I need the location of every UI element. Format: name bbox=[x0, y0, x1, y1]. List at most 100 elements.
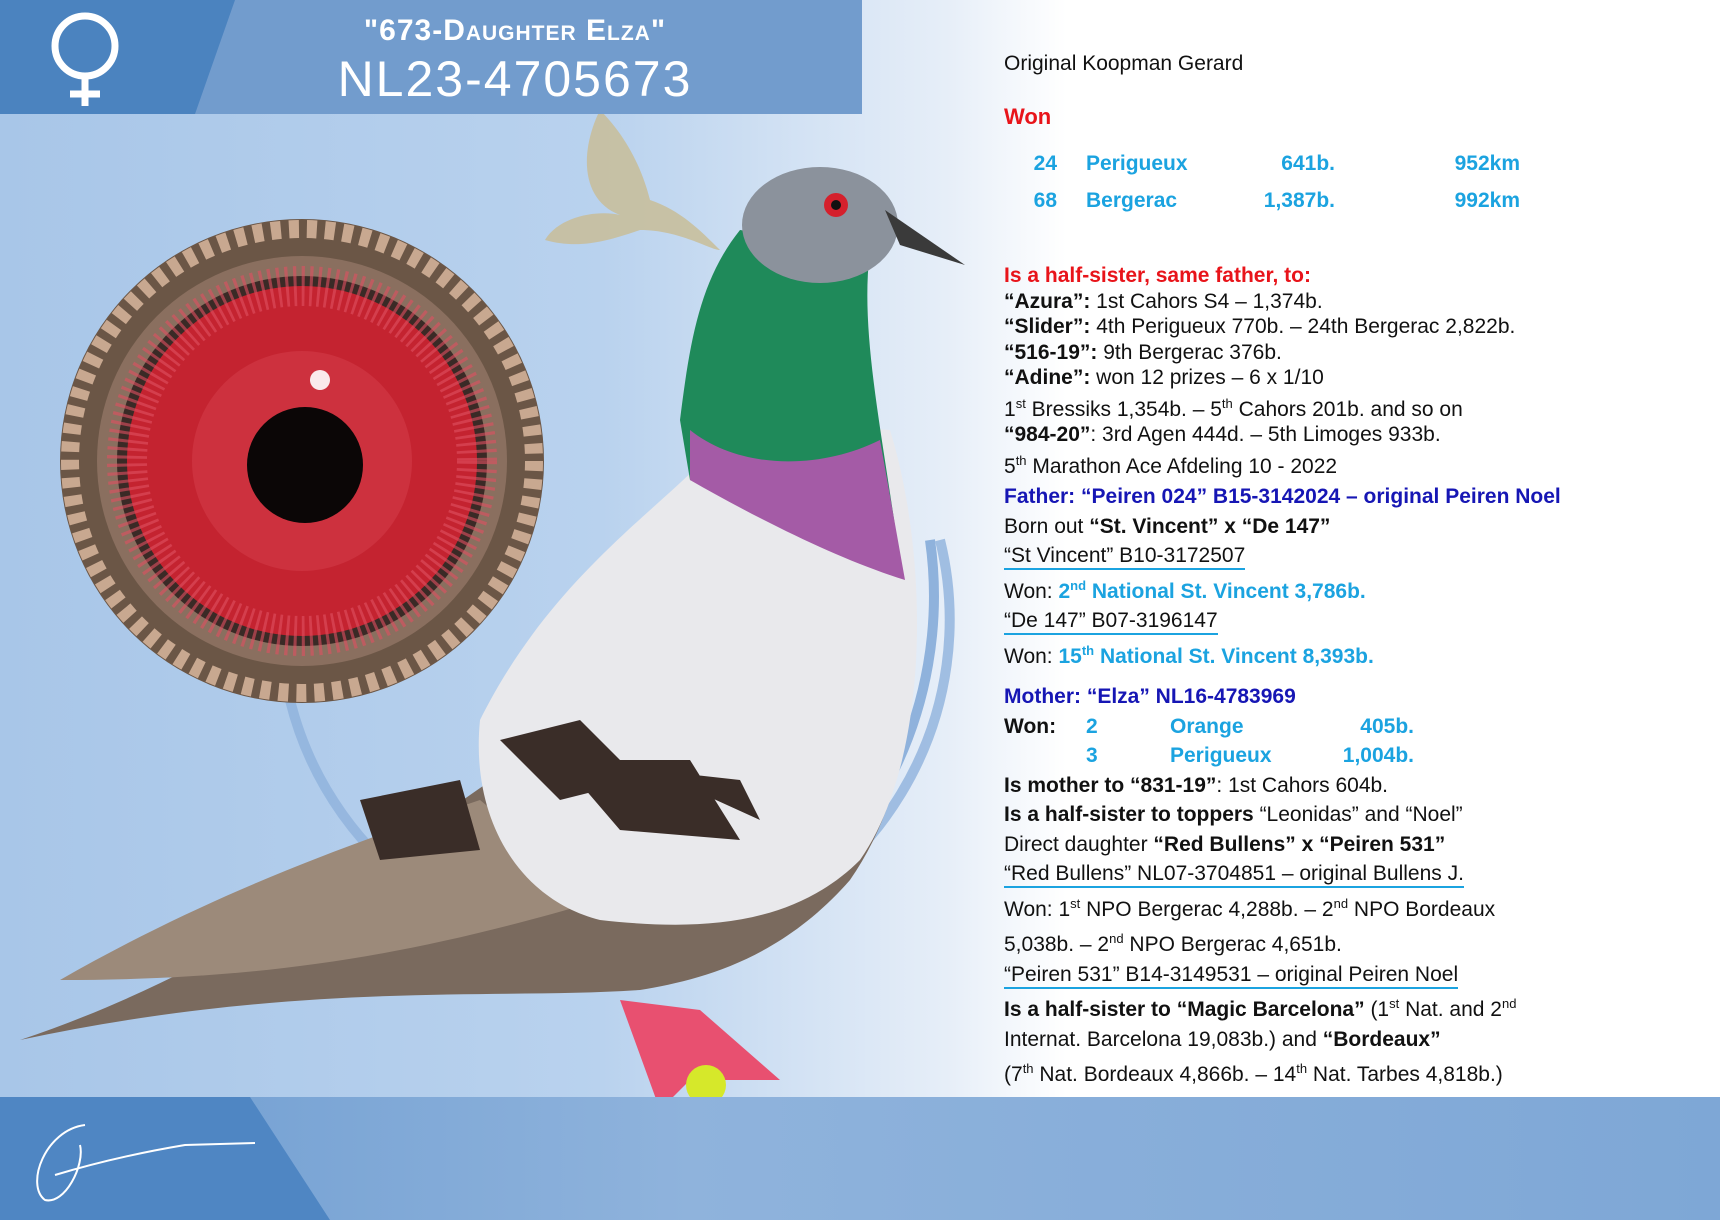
text-line: Won: 2nd National St. Vincent 3,786b. bbox=[1004, 571, 1561, 607]
text-segment: nd bbox=[1109, 931, 1124, 946]
text-segment: “Leonidas” and “Noel” bbox=[1253, 803, 1463, 826]
text-line: 5,038b. – 2nd NPO Bergerac 4,651b. bbox=[1004, 924, 1516, 960]
text-segment: National St. Vincent 3,786b. bbox=[1086, 579, 1366, 603]
won-rank: 24 bbox=[1033, 152, 1057, 175]
text-segment: NPO Bergerac 4,288b. – 2 bbox=[1080, 897, 1334, 921]
text-line: “Peiren 531” B14-3149531 – original Peir… bbox=[1004, 960, 1516, 990]
text-segment: Born out bbox=[1004, 514, 1090, 538]
text-line: “984-20”: 3rd Agen 444d. – 5th Limoges 9… bbox=[1004, 422, 1515, 448]
won-distance: 952km bbox=[1454, 152, 1520, 175]
mother-won-birds: 405b. bbox=[1360, 714, 1414, 738]
text-segment: NPO Bergerac 4,651b. bbox=[1123, 933, 1342, 956]
text-segment: st bbox=[1389, 996, 1400, 1011]
text-segment: nd bbox=[1333, 895, 1349, 911]
text-segment: “St. Vincent” x “De 147” bbox=[1089, 514, 1331, 538]
text-line: Is a half-sister to toppers “Leonidas” a… bbox=[1004, 800, 1516, 830]
text-line: 1st Bressiks 1,354b. – 5th Cahors 201b. … bbox=[1004, 391, 1515, 423]
text-segment: “Red Bullens” x “Peiren 531” bbox=[1153, 832, 1446, 856]
won-place: Bergerac bbox=[1086, 189, 1178, 212]
text-segment: 1st Cahors S4 – 1,374b. bbox=[1090, 289, 1323, 313]
mother-won-place: Orange bbox=[1170, 714, 1244, 738]
text-segment: Is a half-sister to “Magic Barcelona” bbox=[1004, 998, 1365, 1021]
female-symbol-icon bbox=[51, 12, 119, 106]
text-segment: Is a half-sister to toppers bbox=[1004, 803, 1254, 826]
text-line: “Red Bullens” NL07-3704851 – original Bu… bbox=[1004, 859, 1516, 889]
text-segment: Cahors 201b. and so on bbox=[1232, 397, 1463, 421]
won-birds: 641b. bbox=[1281, 152, 1335, 175]
text-segment: Direct daughter bbox=[1004, 832, 1154, 856]
won-distance: 992km bbox=[1454, 189, 1520, 212]
text-segment: Won: bbox=[1004, 579, 1059, 603]
text-segment: Won: bbox=[1004, 644, 1059, 668]
text-segment: th bbox=[1081, 642, 1095, 658]
text-line: Father: “Peiren 024” B15-3142024 – origi… bbox=[1004, 482, 1561, 512]
text-segment: Won: 1 bbox=[1004, 897, 1071, 921]
text-segment: “Azura”: bbox=[1004, 289, 1091, 313]
text-segment: 15 bbox=[1058, 644, 1082, 668]
text-segment: st bbox=[1015, 395, 1026, 411]
text-line: Won: 1st NPO Bergerac 4,288b. – 2nd NPO … bbox=[1004, 889, 1516, 925]
text-segment: “984-20” bbox=[1004, 423, 1091, 446]
text-segment: th bbox=[1022, 1061, 1034, 1076]
text-segment: “Slider”: bbox=[1004, 315, 1091, 338]
breeder-line: Original Koopman Gerard bbox=[1004, 52, 1244, 75]
won-birds: 1,387b. bbox=[1263, 189, 1335, 212]
text-segment: Nat. Bordeaux 4,866b. – 14 bbox=[1033, 1063, 1297, 1086]
header-dark-section bbox=[0, 0, 235, 114]
text-segment: 5 bbox=[1004, 454, 1016, 478]
text-segment: th bbox=[1015, 452, 1027, 468]
text-line: Born out “St. Vincent” x “De 147” bbox=[1004, 512, 1561, 542]
half-sister-heading: Is a half-sister, same father, to: bbox=[1004, 264, 1311, 287]
pigeon-eye-image bbox=[60, 219, 544, 703]
text-segment: (7 bbox=[1004, 1063, 1023, 1086]
mother-heading: Mother: “Elza” NL16-4783969 bbox=[1004, 685, 1296, 708]
text-segment: won 12 prizes – 6 x 1/10 bbox=[1090, 366, 1324, 389]
text-line: “St Vincent” B10-3172507 bbox=[1004, 541, 1561, 571]
text-segment: nd bbox=[1501, 996, 1517, 1011]
mother-won-rank: 3 bbox=[1086, 744, 1098, 767]
text-line: “Azura”: 1st Cahors S4 – 1,374b. bbox=[1004, 289, 1515, 315]
text-segment: “Red Bullens” NL07-3704851 – original Bu… bbox=[1004, 862, 1464, 888]
text-segment: Marathon Ace Afdeling 10 - 2022 bbox=[1026, 454, 1338, 478]
pigeon-image bbox=[20, 167, 965, 1110]
text-line: Is mother to “831-19”: 1st Cahors 604b. bbox=[1004, 771, 1516, 801]
mother-won-label: Won: bbox=[1004, 714, 1057, 738]
text-line: “516-19”: 9th Bergerac 376b. bbox=[1004, 340, 1515, 366]
text-segment: “Adine”: bbox=[1004, 366, 1091, 389]
text-line: (7th Nat. Bordeaux 4,866b. – 14th Nat. T… bbox=[1004, 1054, 1516, 1090]
pigeon-name: "673-Daughter Elza" bbox=[363, 14, 667, 47]
half-sister-section: Is a half-sister, same father, to: “Azur… bbox=[1004, 263, 1515, 479]
text-segment: NPO Bordeaux bbox=[1348, 897, 1496, 921]
mother-won-rank: 2 bbox=[1086, 714, 1098, 738]
text-segment: : 1st Cahors 604b. bbox=[1216, 773, 1389, 797]
text-segment: nd bbox=[1070, 577, 1087, 593]
mother-won-birds: 1,004b. bbox=[1342, 744, 1414, 767]
text-line: Internat. Barcelona 19,083b.) and “Borde… bbox=[1004, 1025, 1516, 1055]
text-segment: Nat. and 2 bbox=[1399, 998, 1502, 1021]
text-segment: : 3rd Agen 444d. – 5th Limoges 933b. bbox=[1090, 423, 1441, 446]
won-place: Perigueux bbox=[1086, 152, 1188, 175]
text-segment: th bbox=[1296, 1061, 1308, 1076]
text-segment: Nat. Tarbes 4,818b.) bbox=[1307, 1063, 1503, 1086]
mother-won-place: Perigueux bbox=[1170, 744, 1272, 767]
text-segment: Is mother to “831-19” bbox=[1004, 773, 1217, 797]
text-line: Is a half-sister to “Magic Barcelona” (1… bbox=[1004, 989, 1516, 1025]
signature-image bbox=[36, 1124, 256, 1202]
text-segment: “516-19”: bbox=[1004, 340, 1098, 364]
text-line: Direct daughter “Red Bullens” x “Peiren … bbox=[1004, 830, 1516, 860]
bird-silhouette-icon bbox=[545, 110, 720, 250]
father-section: Father: “Peiren 024” B15-3142024 – origi… bbox=[1004, 482, 1561, 671]
text-segment: “St Vincent” B10-3172507 bbox=[1004, 544, 1246, 570]
text-segment: National St. Vincent 8,393b. bbox=[1094, 644, 1374, 668]
text-line: “Slider”: 4th Perigueux 770b. – 24th Ber… bbox=[1004, 314, 1515, 340]
text-segment: “Peiren 531” B14-3149531 – original Peir… bbox=[1004, 963, 1459, 989]
text-segment: th bbox=[1221, 395, 1233, 411]
text-segment: 4th Perigueux 770b. – 24th Bergerac 2,82… bbox=[1090, 315, 1516, 338]
text-line: “De 147” B07-3196147 bbox=[1004, 606, 1561, 636]
text-line: “Adine”: won 12 prizes – 6 x 1/10 bbox=[1004, 365, 1515, 391]
text-segment: 1 bbox=[1004, 397, 1016, 421]
mother-section: Mother: “Elza” NL16-4783969 Won: 2 Orange 4… bbox=[1004, 682, 1516, 1090]
text-segment: Internat. Barcelona 19,083b.) and bbox=[1004, 1027, 1323, 1051]
text-line: 5th Marathon Ace Afdeling 10 - 2022 bbox=[1004, 448, 1515, 480]
